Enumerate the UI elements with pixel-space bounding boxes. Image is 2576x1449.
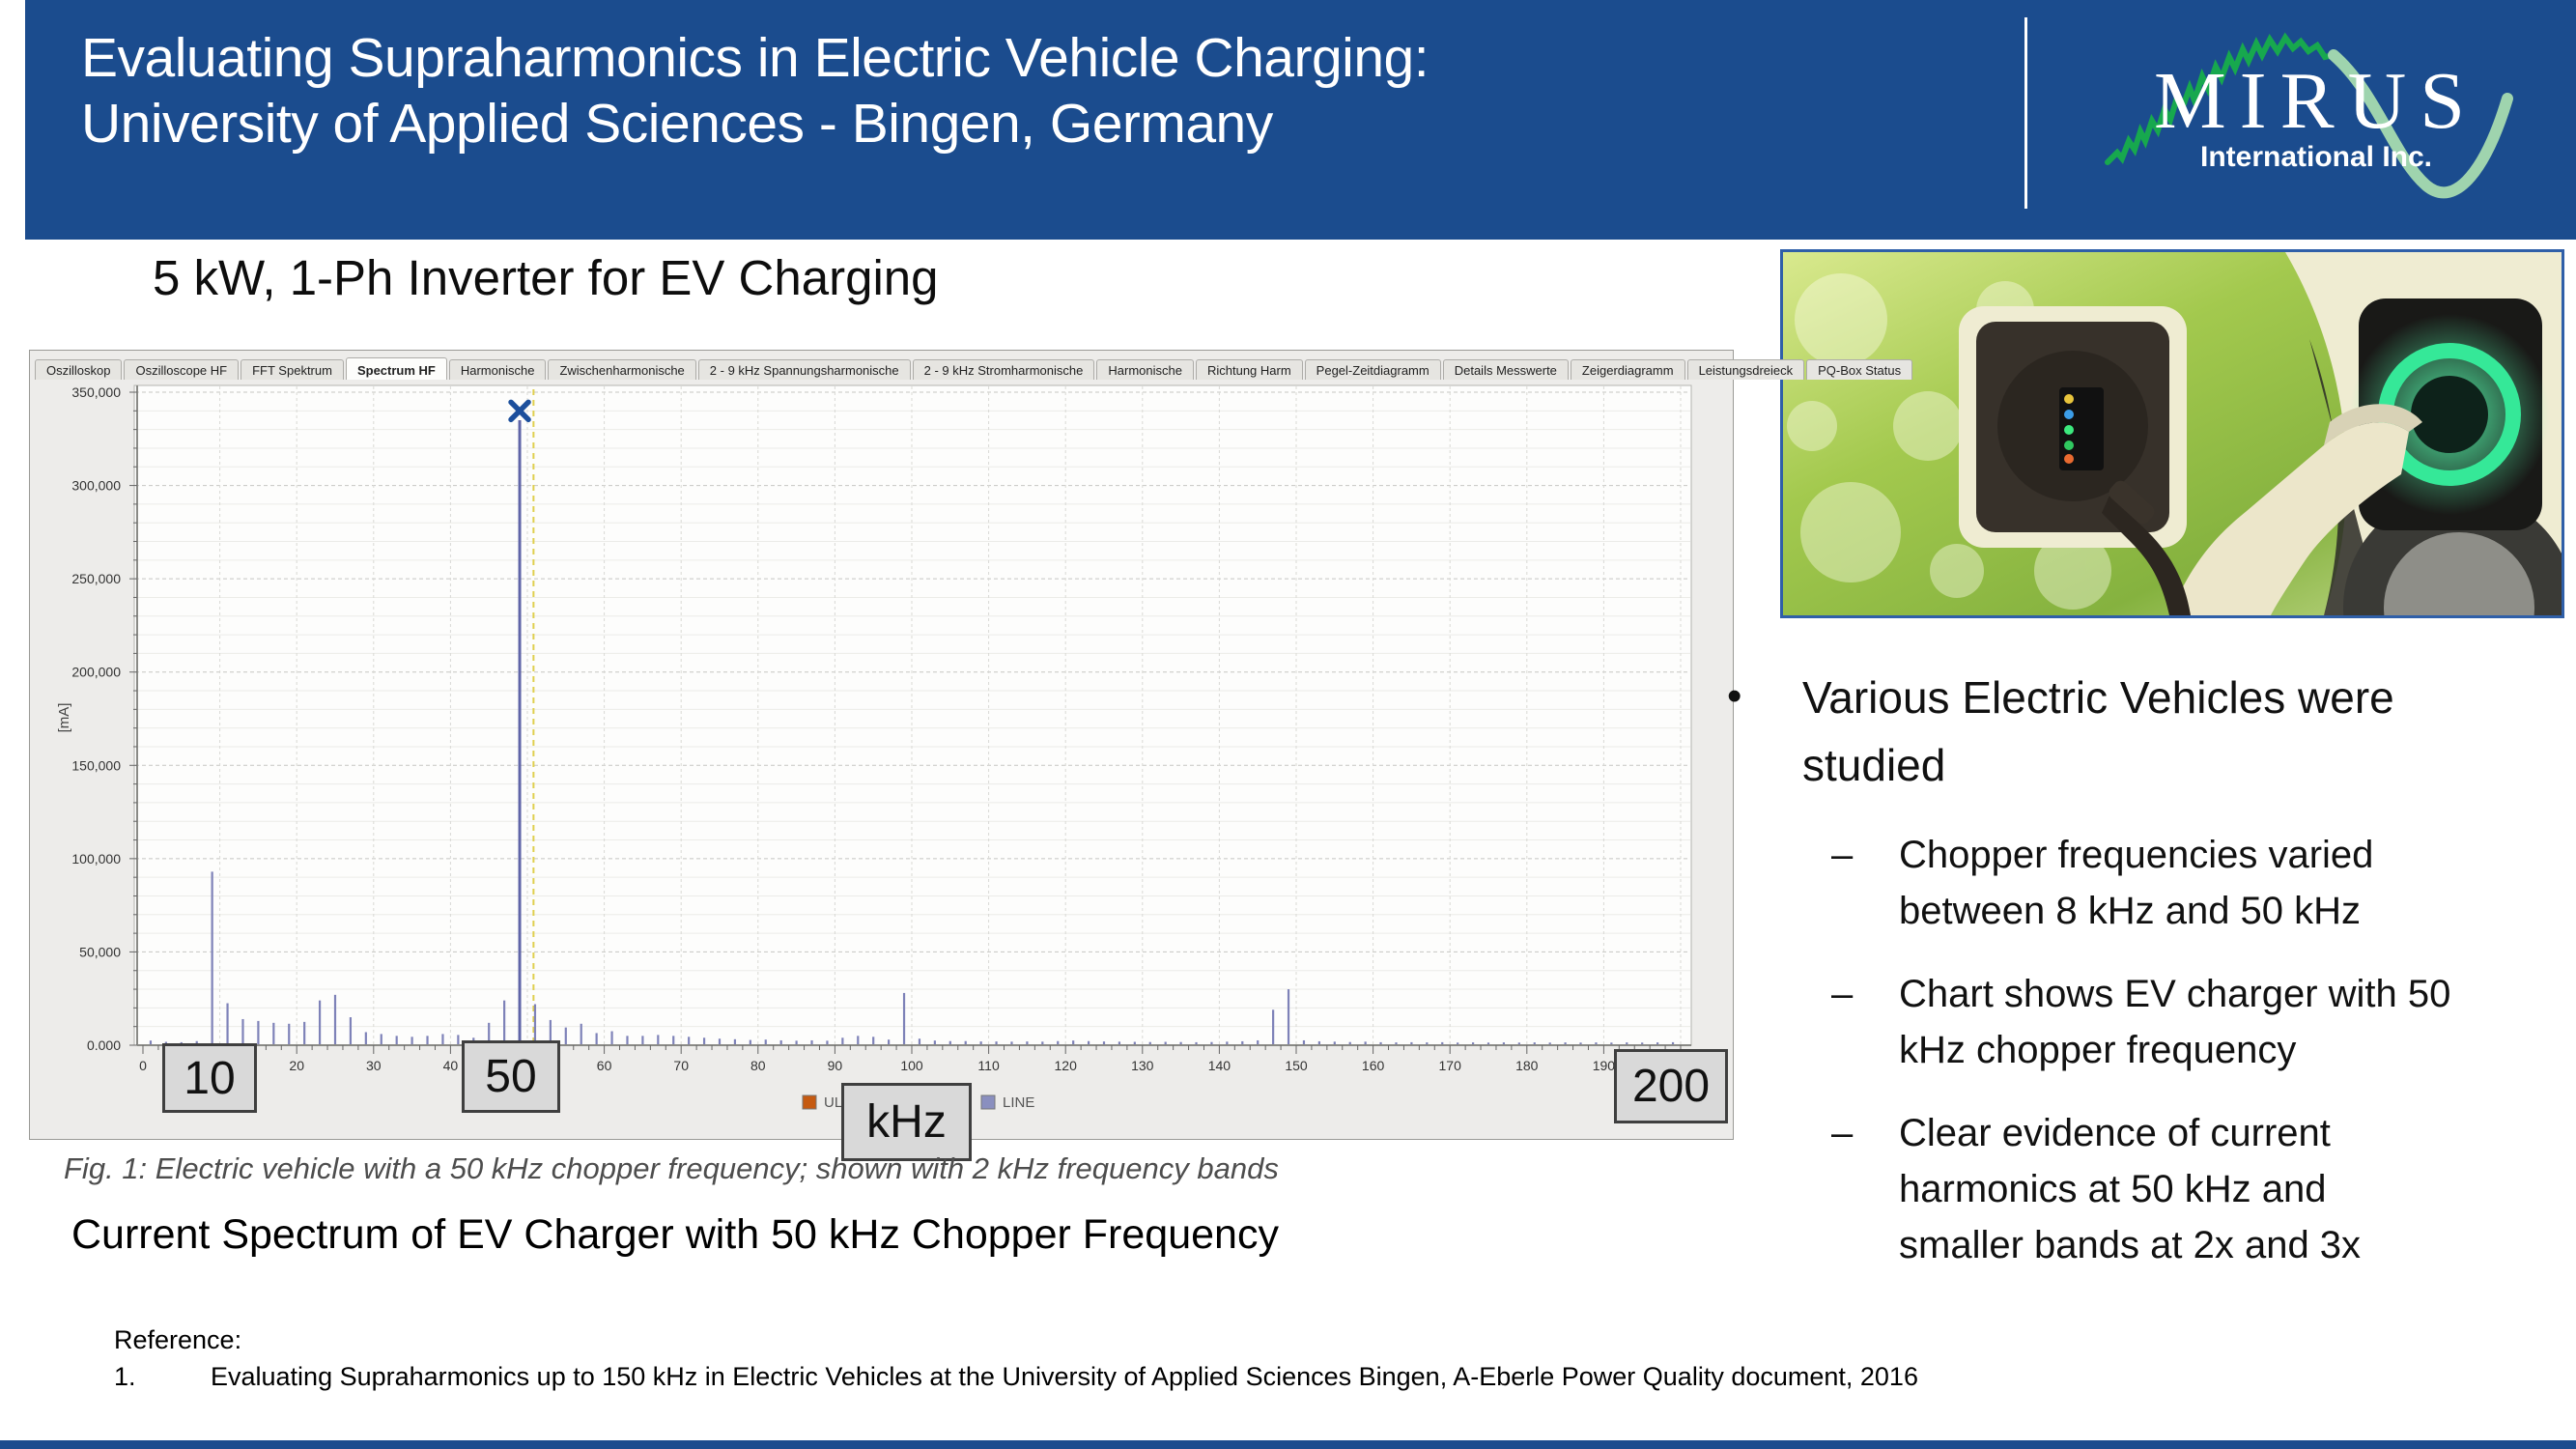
- svg-text:110: 110: [977, 1058, 1000, 1073]
- tab-2-9-khz-stromharmonische[interactable]: 2 - 9 kHz Stromharmonische: [912, 359, 1095, 380]
- bullet-dot: •: [1727, 672, 1742, 720]
- bullet-dash: –: [1831, 1111, 1854, 1154]
- logo-text: MIRUS: [2154, 56, 2478, 146]
- svg-text:140: 140: [1208, 1058, 1231, 1073]
- tab-details-messwerte[interactable]: Details Messwerte: [1442, 359, 1569, 380]
- reference-label: Reference:: [114, 1325, 242, 1354]
- svg-text:20: 20: [289, 1058, 304, 1073]
- tab-leistungsdreieck[interactable]: Leistungsdreieck: [1686, 359, 1805, 380]
- ev-charging-photo-graphic: [1783, 252, 2562, 615]
- figure-caption: Fig. 1: Electric vehicle with a 50 kHz c…: [64, 1151, 1279, 1185]
- spectrum-chart: 0 10 20 30 4050 60 70 80 90 100 110 120 130 140 150 160…: [56, 384, 1692, 1111]
- logo-subtext: International Inc.: [2200, 141, 2432, 173]
- callout-50: 50: [462, 1040, 560, 1113]
- tab-zeigerdiagramm[interactable]: Zeigerdiagramm: [1570, 359, 1685, 380]
- svg-text:60: 60: [597, 1058, 612, 1073]
- bullet-list: • Various Electric Vehicles were studied…: [1727, 665, 2576, 1273]
- bullet-sub-text: Clear evidence of current harmonics at 5…: [1899, 1111, 2362, 1266]
- bullet-sub-text: Chopper frequencies varied between 8 kHz…: [1899, 833, 2374, 932]
- svg-text:50,000: 50,000: [79, 944, 121, 959]
- bullet-item-sub-1: – Chopper frequencies varied between 8 kH…: [1831, 827, 2576, 939]
- spectrum-title: Current Spectrum of EV Charger with 50 k…: [71, 1211, 1279, 1258]
- tab-pegel-zeitdiagramm[interactable]: Pegel-Zeitdiagramm: [1304, 359, 1441, 380]
- svg-text:[mA]: [mA]: [56, 703, 72, 733]
- tab-2-9-khz-spannungsharmonische[interactable]: 2 - 9 kHz Spannungsharmonische: [697, 359, 911, 380]
- company-logo: MIRUS International Inc.: [2086, 10, 2550, 216]
- bullet-item-sub-2: – Chart shows EV charger with 50 kHz chop…: [1831, 966, 2576, 1078]
- svg-text:350,000: 350,000: [71, 384, 121, 400]
- callout-10: 10: [162, 1043, 257, 1113]
- callout-khz: kHz: [841, 1083, 972, 1161]
- svg-text:90: 90: [828, 1058, 843, 1073]
- bullet-dash: –: [1831, 833, 1854, 876]
- svg-text:0: 0: [139, 1058, 147, 1073]
- title-line-2: University of Applied Sciences - Bingen,…: [81, 93, 1273, 156]
- svg-text:170: 170: [1439, 1058, 1462, 1073]
- svg-text:80: 80: [750, 1058, 766, 1073]
- svg-text:100: 100: [900, 1058, 923, 1073]
- tab-zwischenharmonische[interactable]: Zwischenharmonische: [548, 359, 696, 380]
- svg-text:40: 40: [443, 1058, 459, 1073]
- tab-pq-box-status[interactable]: PQ-Box Status: [1806, 359, 1913, 380]
- mirus-logo-graphic: MIRUS International Inc.: [2105, 32, 2513, 199]
- svg-text:200,000: 200,000: [71, 665, 121, 680]
- tab-spectrum-hf[interactable]: Spectrum HF: [345, 357, 447, 380]
- reference-number: 1.: [114, 1362, 136, 1391]
- svg-text:130: 130: [1131, 1058, 1154, 1073]
- software-tab-bar: Oszilloskop Oszilloscope HF FFT Spektrum Sp…: [35, 355, 1913, 380]
- tab-oszilloscope-hf[interactable]: Oszilloscope HF: [124, 359, 240, 380]
- charging-cable: [2102, 496, 2191, 615]
- ev-charging-photo: [1780, 249, 2564, 618]
- bullet-sub-text: Chart shows EV charger with 50 kHz chopp…: [1899, 972, 2451, 1071]
- svg-text:190: 190: [1593, 1058, 1616, 1073]
- slide-title: Evaluating Supraharmonics in Electric Ve…: [81, 25, 1430, 157]
- tab-oszilloskop[interactable]: Oszilloskop: [35, 359, 123, 380]
- svg-text:0.000: 0.000: [87, 1037, 121, 1053]
- callout-200: 200: [1614, 1049, 1728, 1123]
- reference-item: 1. Evaluating Supraharmonics up to 150 k…: [114, 1362, 1918, 1392]
- chart-headline: 5 kW, 1-Ph Inverter for EV Charging: [153, 250, 939, 305]
- charging-handle: [2102, 404, 2422, 615]
- reference-text: Evaluating Supraharmonics up to 150 kHz …: [211, 1362, 1918, 1391]
- door-label-dots: [2064, 394, 2074, 464]
- bullet-main-text: Various Electric Vehicles were studied: [1802, 672, 2394, 790]
- svg-text:LINE: LINE: [1003, 1094, 1034, 1111]
- pqbox-software-window: Oszilloskop Oszilloscope HF FFT Spektrum Sp…: [29, 350, 1913, 1140]
- tab-harmonische[interactable]: Harmonische: [448, 359, 547, 380]
- svg-text:150,000: 150,000: [71, 757, 121, 773]
- svg-text:30: 30: [366, 1058, 382, 1073]
- svg-text:70: 70: [673, 1058, 689, 1073]
- logo-wave-falling: [2328, 49, 2513, 199]
- header-divider: [2024, 17, 2027, 209]
- bullet-item-sub-3: – Clear evidence of current harmonics at …: [1831, 1105, 2576, 1273]
- svg-text:300,000: 300,000: [71, 478, 121, 494]
- svg-text:180: 180: [1515, 1058, 1539, 1073]
- sub-bullet-group: – Chopper frequencies varied between 8 kH…: [1727, 827, 2576, 1273]
- svg-text:160: 160: [1362, 1058, 1385, 1073]
- bullet-dash: –: [1831, 972, 1854, 1015]
- tab-fft-spektrum[interactable]: FFT Spektrum: [241, 359, 344, 380]
- tab-richtung-harm[interactable]: Richtung Harm: [1195, 359, 1303, 380]
- svg-text:150: 150: [1285, 1058, 1308, 1073]
- bottom-accent-bar: [0, 1440, 2576, 1449]
- svg-text:250,000: 250,000: [71, 571, 121, 586]
- svg-text:100,000: 100,000: [71, 851, 121, 867]
- header-band: Evaluating Supraharmonics in Electric Ve…: [25, 0, 2576, 240]
- tab-harmonische[interactable]: Harmonische: [1096, 359, 1194, 380]
- svg-text:120: 120: [1055, 1058, 1078, 1073]
- bullet-item-main: • Various Electric Vehicles were studied: [1727, 665, 2576, 800]
- logo-wave-rising: [2105, 32, 2336, 165]
- title-line-1: Evaluating Supraharmonics in Electric Ve…: [81, 27, 1430, 89]
